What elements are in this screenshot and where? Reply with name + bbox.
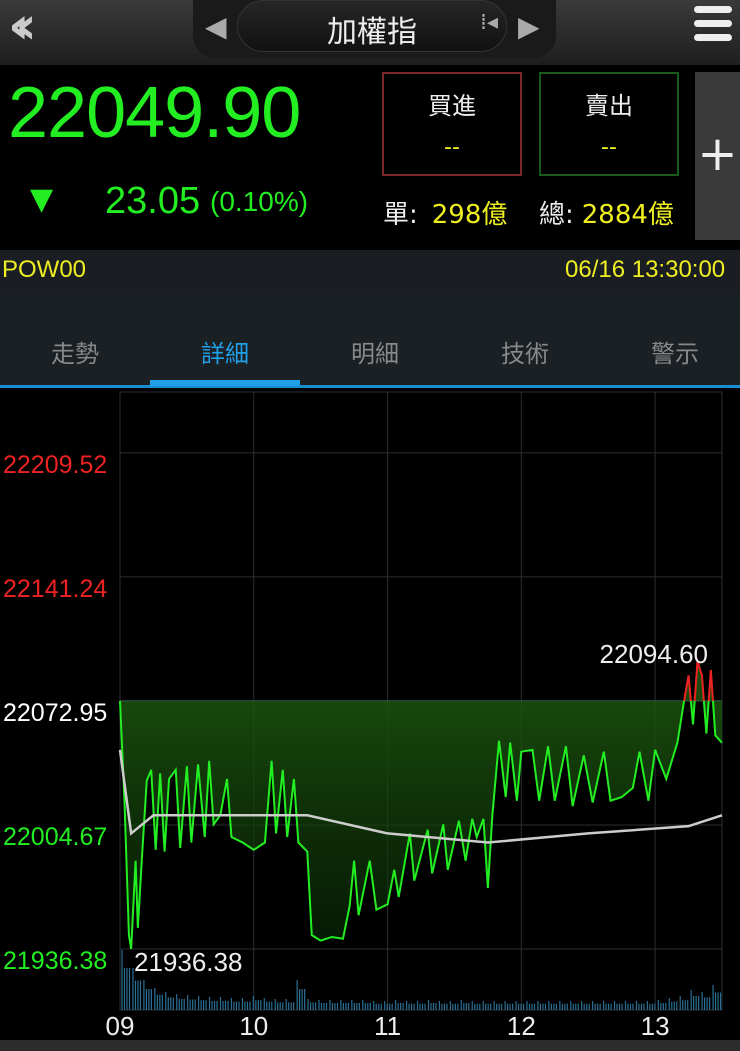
symbol-title: 加權指 (327, 15, 417, 50)
tab-detail[interactable]: 詳細 (201, 340, 249, 368)
tab-technical[interactable]: 技術 (501, 340, 549, 368)
triangle-left-icon[interactable]: ◀ (205, 10, 227, 43)
sell-button[interactable]: 賣出 -- (539, 72, 679, 176)
triangle-right-icon[interactable]: ▶ (518, 10, 540, 43)
x-tick-label: 10 (239, 1011, 268, 1040)
total-volume-label: 總: (539, 200, 574, 230)
low-label: 21936.38 (134, 947, 242, 977)
single-volume-value: 298億 (431, 200, 508, 230)
buy-button[interactable]: 買進 -- (382, 72, 522, 176)
single-volume: 單: 298億 (383, 194, 507, 231)
x-tick-label: 13 (641, 1011, 670, 1040)
last-price: 22049.90 (8, 73, 301, 153)
top-bar: ‹‹ ◀ 加權指 ⁞◂ ▶ (0, 0, 740, 65)
x-tick-label: 09 (106, 1011, 135, 1040)
average-line (118, 749, 723, 844)
sell-label: 賣出 (585, 92, 633, 120)
buy-label: 買進 (428, 92, 476, 120)
tab-ticks[interactable]: 明細 (351, 340, 399, 368)
quote-datetime: 06/16 13:30:00 (565, 256, 726, 283)
symbol-code: POW00 (2, 256, 87, 283)
symbol-selector: ◀ 加權指 ⁞◂ ▶ (193, 0, 556, 58)
grip-icon[interactable]: ⁞◂ (480, 10, 499, 35)
symbol-title-pill[interactable]: 加權指 (237, 0, 507, 52)
tab-trend[interactable]: 走勢 (51, 340, 99, 368)
intraday-chart[interactable]: 09 10 11 12 13 22209.52 22141.24 22072.95 22004.… (0, 388, 740, 1040)
active-tab-indicator (150, 380, 300, 386)
price-change-percent: (0.10%) (210, 186, 309, 217)
buy-value: -- (444, 135, 460, 160)
high-label: 22094.60 (600, 639, 708, 669)
y-tick-label: 22209.52 (3, 451, 107, 479)
x-tick-label: 12 (507, 1011, 536, 1040)
price-line (119, 700, 723, 950)
plus-icon[interactable]: + (695, 72, 740, 240)
price-change: 23.05 (105, 180, 201, 222)
triangle-down-icon: ▼ (30, 182, 54, 217)
y-tick-label: 22004.67 (3, 823, 107, 851)
bottom-bar (0, 1040, 740, 1051)
tab-alerts[interactable]: 警示 (651, 340, 699, 368)
y-tick-label: 22072.95 (3, 699, 107, 727)
y-tick-label: 21936.38 (3, 947, 107, 975)
y-tick-label: 22141.24 (3, 575, 107, 603)
total-volume: 總: 2884億 (539, 194, 674, 231)
sell-value: -- (601, 135, 617, 160)
tab-bar: 走勢 詳細 明細 技術 警示 (0, 290, 740, 388)
total-volume-value: 2884億 (581, 200, 674, 230)
info-bar: POW00 06/16 13:30:00 (0, 250, 740, 290)
single-volume-label: 單: (383, 200, 418, 230)
x-tick-label: 11 (374, 1011, 401, 1040)
price-area (120, 661, 722, 949)
hamburger-icon[interactable] (694, 6, 732, 48)
double-chevron-left-icon[interactable]: ‹‹ (8, 0, 37, 56)
